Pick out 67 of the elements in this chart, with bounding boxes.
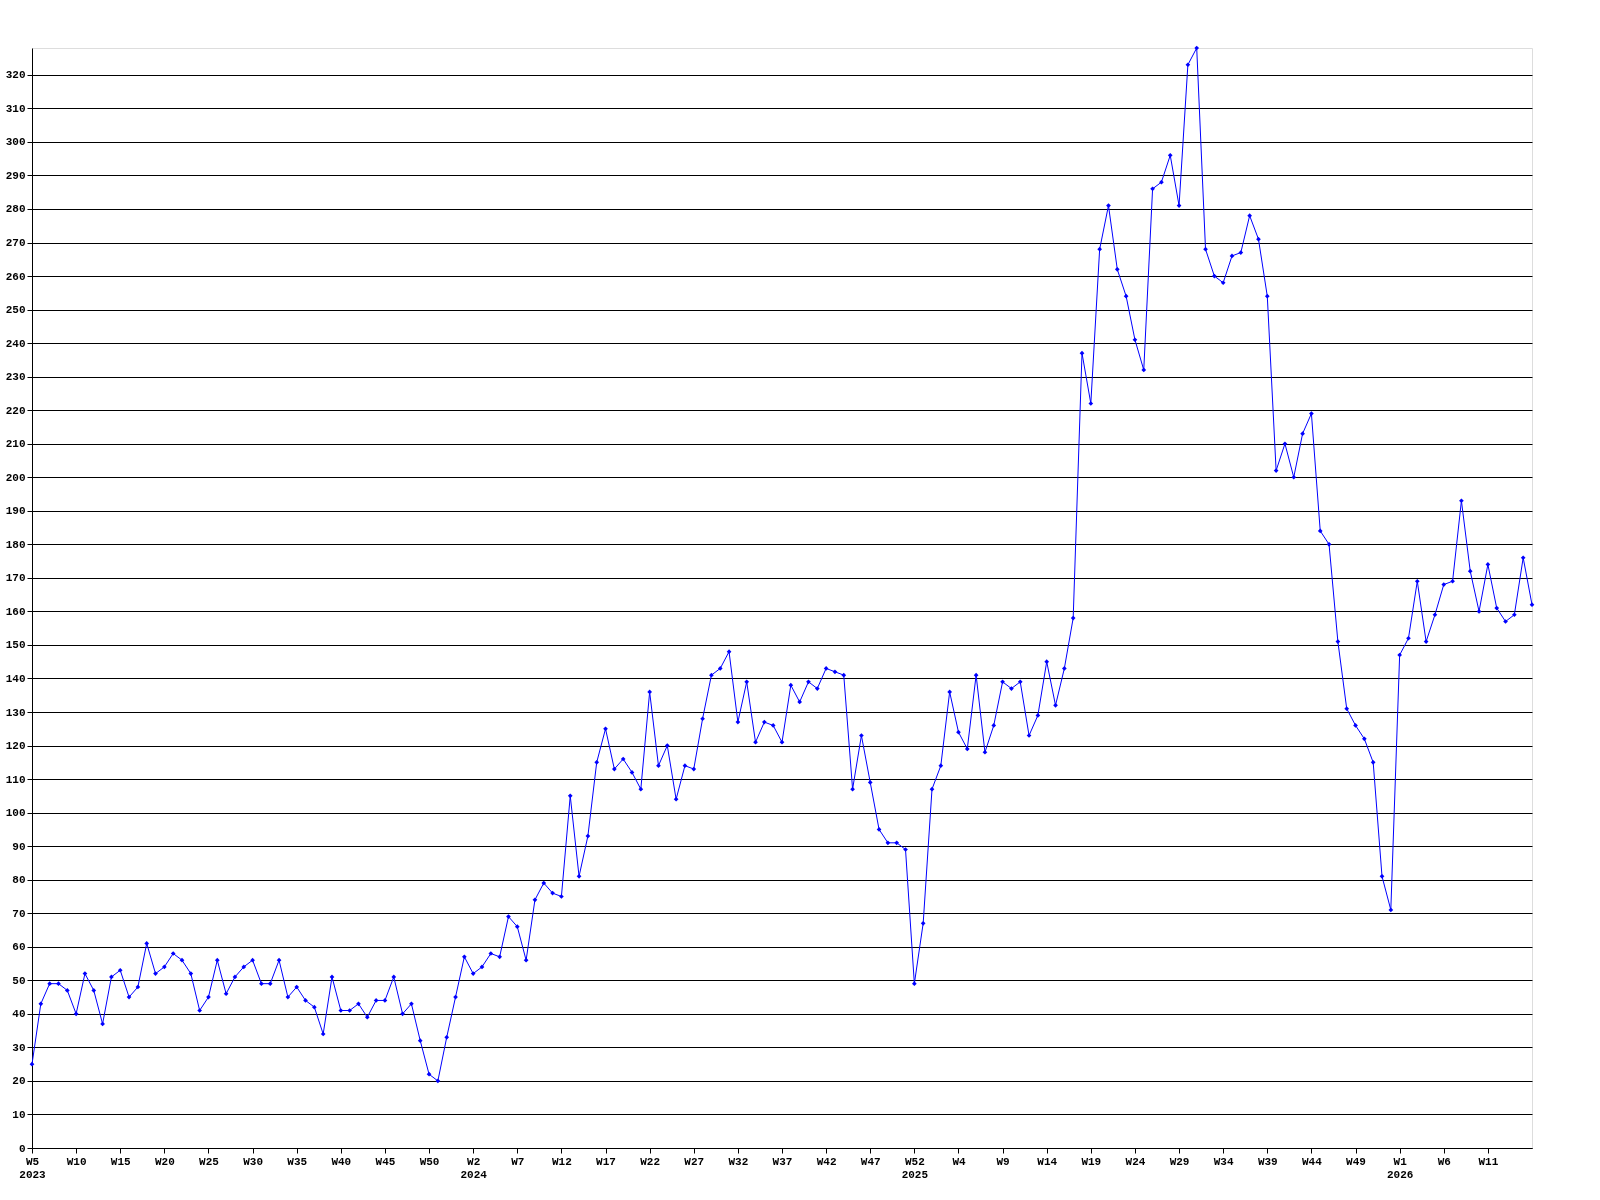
- x-tick-label: W2 2024: [460, 1155, 488, 1181]
- y-tick-label: 10: [12, 1108, 26, 1121]
- y-tick-label: 70: [12, 907, 26, 920]
- y-tick-label: 300: [5, 136, 26, 149]
- x-tick-label: W24: [1125, 1155, 1146, 1168]
- y-tick-label: 230: [5, 371, 26, 384]
- y-tick-label: 270: [5, 237, 26, 250]
- x-tick-label: W20: [154, 1155, 175, 1168]
- x-tick-label: W40: [331, 1155, 352, 1168]
- x-tick-label: W12: [552, 1155, 572, 1168]
- y-tick-label: 0: [18, 1142, 26, 1155]
- y-tick-label: 40: [12, 1008, 26, 1021]
- x-tick-label: W44: [1302, 1155, 1323, 1168]
- y-tick-label: 290: [5, 169, 26, 182]
- y-tick-label: 280: [5, 203, 26, 216]
- x-tick-label: W45: [375, 1155, 396, 1168]
- y-tick-label: 180: [5, 538, 26, 551]
- x-tick-label: W7: [511, 1155, 525, 1168]
- y-tick-label: 160: [5, 605, 26, 618]
- y-tick-label: 260: [5, 270, 26, 283]
- y-tick-label: 100: [5, 807, 26, 820]
- x-tick-label: W52 2025: [901, 1155, 929, 1181]
- y-tick-label: 150: [5, 639, 26, 652]
- y-tick-label: 320: [5, 69, 26, 82]
- y-tick-label: 310: [5, 102, 26, 115]
- x-tick-label: W30: [243, 1155, 263, 1168]
- y-tick-label: 80: [12, 874, 26, 887]
- y-tick-label: 140: [5, 672, 26, 685]
- y-tick-label: 60: [12, 941, 26, 954]
- x-tick-label: W37: [772, 1155, 793, 1168]
- y-tick-label: 220: [5, 404, 26, 417]
- x-tick-label: W4: [952, 1155, 966, 1168]
- y-tick-label: 30: [12, 1041, 26, 1054]
- y-tick-label: 240: [5, 337, 26, 350]
- x-tick-label: W27: [684, 1155, 705, 1168]
- x-tick-label: W29: [1169, 1155, 1190, 1168]
- x-tick-label: W35: [287, 1155, 308, 1168]
- x-tick-label: W25: [199, 1155, 220, 1168]
- x-tick-label: W19: [1081, 1155, 1102, 1168]
- y-tick-label: 110: [5, 773, 26, 786]
- y-tick-label: 120: [5, 740, 26, 753]
- x-tick-label: W39: [1257, 1155, 1278, 1168]
- y-tick-label: 190: [5, 505, 26, 518]
- x-tick-label: W11: [1478, 1155, 1499, 1168]
- x-tick-label: W1 2026: [1386, 1155, 1414, 1181]
- x-tick-label: W17: [596, 1155, 616, 1168]
- x-tick-label: W42: [816, 1155, 837, 1168]
- y-tick-label: 250: [5, 304, 26, 317]
- x-tick-label: W49: [1346, 1155, 1366, 1168]
- y-tick-label: 20: [12, 1075, 26, 1088]
- x-tick-label: W15: [110, 1155, 132, 1168]
- y-tick-label: 130: [5, 706, 26, 719]
- x-tick-label: W22: [640, 1155, 661, 1168]
- y-tick-label: 50: [12, 974, 26, 987]
- x-tick-label: W32: [728, 1155, 749, 1168]
- x-tick-label: W34: [1213, 1155, 1234, 1168]
- y-tick-label: 210: [5, 438, 26, 451]
- x-tick-label: W14: [1037, 1155, 1058, 1168]
- x-tick-label: W10: [66, 1155, 87, 1168]
- y-tick-label: 200: [5, 471, 26, 484]
- x-tick-label: W50: [419, 1155, 440, 1168]
- x-tick-label: W9: [996, 1155, 1010, 1168]
- x-tick-label: W47: [860, 1155, 881, 1168]
- y-tick-label: 170: [5, 572, 26, 585]
- x-tick-label: W5 2023: [19, 1155, 47, 1181]
- y-tick-label: 90: [12, 840, 26, 853]
- x-tick-label: W6: [1437, 1155, 1451, 1168]
